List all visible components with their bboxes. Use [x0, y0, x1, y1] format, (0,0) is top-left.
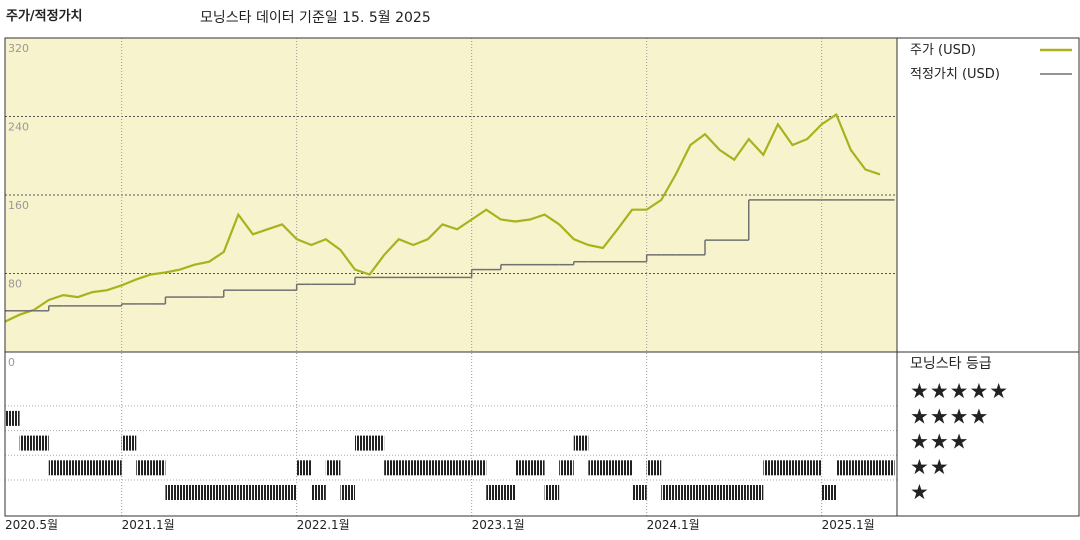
- rating-bar: [515, 460, 530, 476]
- rating-bar: [807, 460, 822, 476]
- rating-bar: [238, 485, 253, 500]
- rating-bar: [821, 485, 837, 500]
- rating-legend: ★★★★: [910, 404, 989, 428]
- rating-bar: [340, 485, 355, 500]
- rating-bar: [427, 460, 443, 476]
- rating-bar: [850, 460, 866, 476]
- rating-bar: [267, 485, 283, 500]
- rating-bar: [646, 460, 662, 476]
- rating-bar: [180, 485, 195, 500]
- rating-bar: [588, 460, 603, 476]
- rating-bar: [792, 460, 808, 476]
- rating-bar: [121, 435, 137, 451]
- rating-bar: [311, 485, 326, 500]
- rating-legend: ★★★★★: [910, 379, 1009, 403]
- rating-bar: [296, 460, 312, 476]
- rating-bar: [763, 460, 778, 476]
- ratings-title: 모닝스타 등급: [910, 356, 992, 372]
- rating-bar: [5, 410, 20, 426]
- rating-bar: [486, 485, 501, 500]
- rating-bar: [77, 460, 93, 476]
- x-tick-label: 2020.5월: [5, 518, 58, 532]
- rating-bar: [880, 460, 895, 476]
- rating-bar: [384, 460, 399, 476]
- legend-label: 적정가치 (USD): [910, 67, 1000, 82]
- rating-bar: [19, 435, 35, 451]
- rating-bar: [150, 460, 166, 476]
- rating-bar: [690, 485, 705, 500]
- rating-bar: [442, 460, 458, 476]
- rating-bar: [165, 485, 180, 500]
- rating-legend: ★★★: [910, 430, 969, 454]
- chart-title: 주가/적정가치: [6, 8, 83, 24]
- rating-bar: [48, 460, 64, 476]
- price-line: [4, 112, 881, 323]
- frame: [4, 37, 1080, 517]
- rating-bar: [325, 460, 341, 476]
- rating-bar: [369, 435, 385, 451]
- rating-bar: [559, 460, 574, 476]
- y-tick-label: 160: [8, 199, 29, 212]
- rating-bar: [865, 460, 880, 476]
- rating-bar: [675, 485, 691, 500]
- rating-bar: [136, 460, 151, 476]
- rating-bar: [734, 485, 749, 500]
- rating-bar: [355, 435, 370, 451]
- rating-bar: [252, 485, 268, 500]
- x-tick-label: 2022.1월: [297, 518, 350, 532]
- rating-bar: [398, 460, 414, 476]
- rating-bar: [457, 460, 472, 476]
- rating-bar: [705, 485, 720, 500]
- rating-bar: [471, 460, 487, 476]
- rating-bar: [661, 485, 676, 500]
- rating-bar: [500, 485, 516, 500]
- x-tick-label: 2023.1월: [472, 518, 525, 532]
- y-tick-label: 320: [8, 42, 29, 55]
- rating-bar: [719, 485, 735, 500]
- y-tick-label: 0: [8, 356, 15, 369]
- rating-bar: [209, 485, 224, 500]
- rating-bar: [602, 460, 618, 476]
- rating-bar: [194, 485, 210, 500]
- rating-bar: [748, 485, 764, 500]
- chart-subtitle: 모닝스타 데이터 기준일 15. 5월 2025: [200, 10, 431, 26]
- rating-bar: [836, 460, 851, 476]
- rating-bar: [413, 460, 428, 476]
- x-tick-label: 2021.1월: [122, 518, 175, 532]
- rating-bar: [92, 460, 108, 476]
- rating-bar: [530, 460, 545, 476]
- y-tick-label: 240: [8, 121, 29, 134]
- x-tick-label: 2025.1월: [822, 518, 875, 532]
- rating-bar: [544, 485, 560, 500]
- rating-bar: [573, 435, 589, 451]
- rating-bar: [63, 460, 78, 476]
- legend-label: 주가 (USD): [910, 43, 976, 58]
- rating-bar: [617, 460, 633, 476]
- y-tick-label: 80: [8, 278, 22, 291]
- rating-legend: ★★: [910, 455, 950, 479]
- rating-bar: [107, 460, 122, 476]
- rating-legend: ★: [910, 480, 930, 504]
- rating-bar: [34, 435, 49, 451]
- rating-bar: [777, 460, 793, 476]
- rating-bar: [632, 485, 647, 500]
- rating-bar: [282, 485, 297, 500]
- rating-bar: [223, 485, 239, 500]
- x-tick-label: 2024.1월: [647, 518, 700, 532]
